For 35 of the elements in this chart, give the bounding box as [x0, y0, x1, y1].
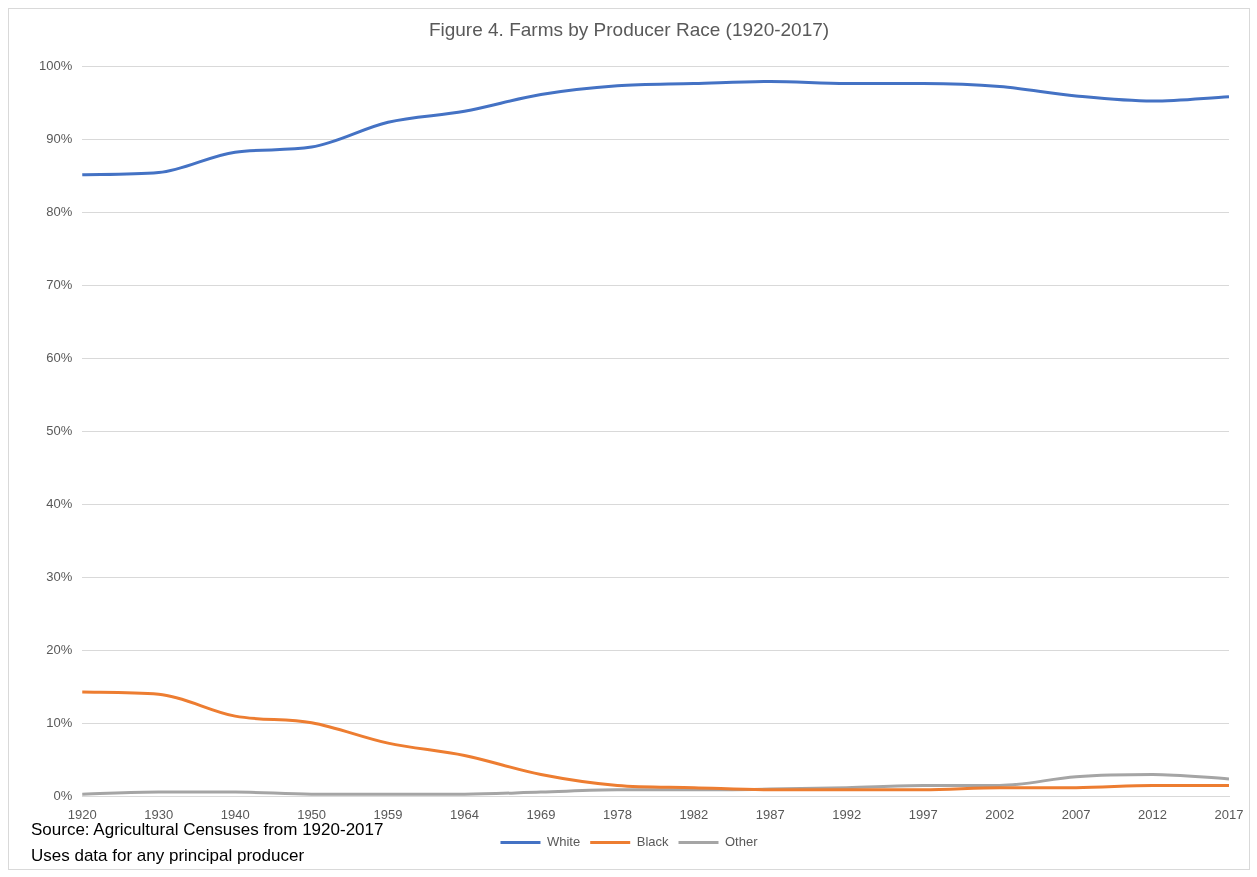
x-tick-label: 2012 [1138, 806, 1168, 822]
x-tick-label: 1940 [220, 806, 250, 822]
y-tick-label: 70% [46, 277, 73, 293]
y-tick-label: 100% [39, 58, 73, 74]
source-note: Source: Agricultural Censuses from 1920-2017 [31, 819, 384, 841]
y-tick-label: 50% [46, 423, 73, 439]
text: Uses data for any principal producer [31, 845, 306, 867]
x-tick-label: 2007 [1061, 806, 1091, 822]
line-series [80, 690, 1231, 792]
x-tick-label: 1964 [450, 806, 479, 822]
line-series [80, 79, 1231, 177]
y-tick-label: 60% [46, 350, 73, 366]
y-tick-label: 20% [46, 642, 73, 658]
x-tick-label: 1992 [832, 806, 862, 822]
x-tick-label: 1982 [679, 806, 709, 822]
y-tick-label: 80% [46, 204, 73, 220]
x-tick-label: 1987 [755, 806, 785, 822]
x-tick-label: 1978 [602, 806, 632, 822]
y-tick-label: 40% [46, 496, 73, 512]
x-tick-label: 2002 [985, 806, 1015, 822]
y-tick-label: 10% [46, 715, 73, 731]
x-tick-label: 1920 [67, 806, 97, 822]
legend-label: White [546, 834, 581, 850]
legend-label: Black [636, 834, 669, 850]
x-tick-label: 1959 [373, 806, 403, 822]
x-tick-label: 1950 [297, 806, 327, 822]
y-tick-label: 0% [53, 787, 73, 803]
y-tick-label: 30% [46, 569, 73, 585]
x-tick-label: 1997 [908, 806, 938, 822]
chart-title: Figure 4. Farms by Producer Race (1920-2017) [428, 18, 830, 40]
x-tick-label: 1969 [526, 806, 556, 822]
x-tick-label: 2017 [1214, 806, 1244, 822]
y-tick-label: 90% [46, 131, 73, 147]
x-tick-label: 1930 [144, 806, 174, 822]
legend-label: Other [725, 834, 759, 850]
